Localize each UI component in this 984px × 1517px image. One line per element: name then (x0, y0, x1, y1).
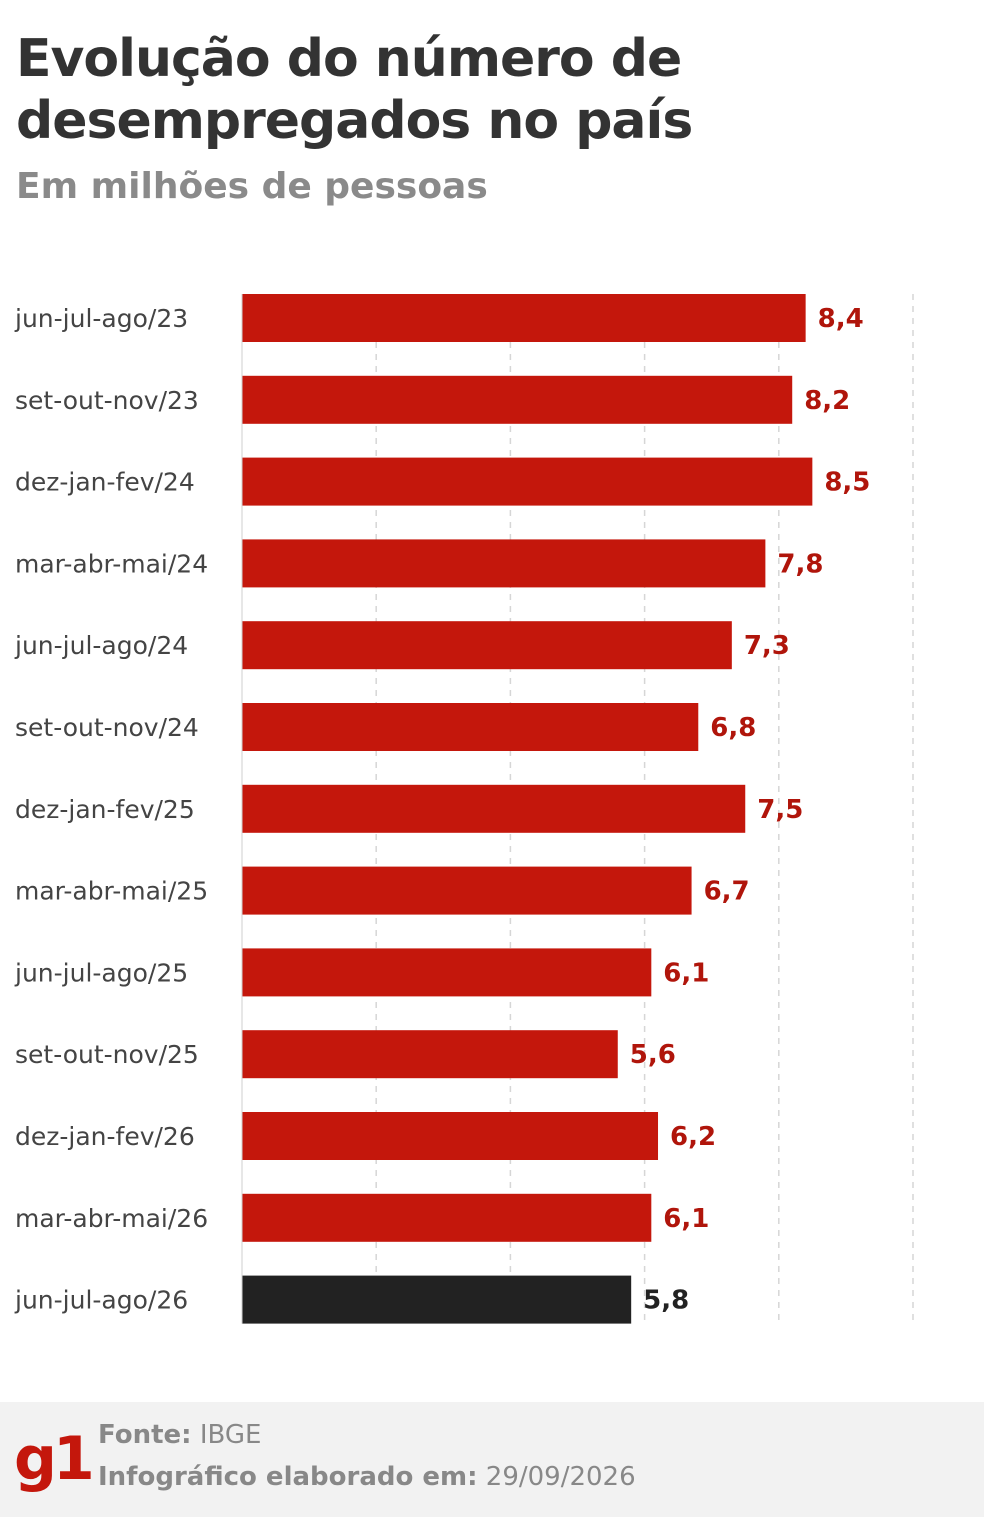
bar (242, 1030, 618, 1079)
category-label: jun-jul-ago/25 (14, 958, 188, 987)
g1-logo: g1 (14, 1424, 95, 1494)
category-label: jun-jul-ago/26 (14, 1286, 188, 1315)
category-label: mar-abr-mai/24 (15, 549, 208, 578)
value-label: 7,3 (744, 631, 790, 661)
value-label: 8,4 (818, 304, 864, 334)
bar (242, 375, 793, 424)
date-line: Infográfico elaborado em: 29/09/2026 (98, 1462, 636, 1492)
value-label: 7,5 (757, 795, 803, 825)
value-label: 7,8 (777, 549, 823, 579)
category-label: set-out-nov/23 (15, 386, 199, 415)
value-label: 5,6 (630, 1040, 676, 1070)
value-label: 6,2 (670, 1122, 716, 1152)
category-label: set-out-nov/25 (15, 1040, 199, 1069)
bar (242, 866, 692, 915)
bar (242, 948, 652, 997)
value-label: 8,5 (824, 468, 870, 498)
bar (242, 784, 746, 833)
bar (242, 621, 732, 670)
value-label: 6,1 (663, 958, 709, 988)
value-label: 6,1 (663, 1204, 709, 1234)
category-label: dez-jan-fev/24 (15, 468, 195, 497)
date-value: 29/09/2026 (485, 1462, 636, 1492)
bar (242, 1112, 659, 1160)
bar (242, 1193, 652, 1242)
bar (242, 539, 766, 588)
category-label: jun-jul-ago/23 (14, 304, 188, 333)
chart-subtitle: Em milhões de pessoas (16, 166, 488, 207)
bar-chart: jun-jul-ago/23 8,4 set-out-nov/23 8,2 dez-ja… (14, 294, 914, 1324)
chart-title: Evolução do número de desempregados no p… (16, 28, 693, 152)
bar (242, 1275, 632, 1324)
source-line: Fonte: IBGE (98, 1420, 261, 1450)
bar (242, 703, 699, 751)
category-label: dez-jan-fev/26 (15, 1122, 195, 1151)
bar (242, 294, 806, 342)
bar (242, 457, 813, 506)
value-label: 8,2 (804, 386, 850, 416)
category-label: set-out-nov/24 (15, 713, 199, 742)
category-label: mar-abr-mai/25 (15, 877, 208, 906)
value-label: 6,7 (704, 877, 750, 907)
value-label: 5,8 (643, 1286, 689, 1316)
source-label: Fonte: (98, 1420, 192, 1450)
date-label: Infográfico elaborado em: (98, 1462, 478, 1492)
source-value: IBGE (199, 1420, 262, 1450)
title-line-1: Evolução do número de (16, 29, 682, 89)
category-label: mar-abr-mai/26 (15, 1204, 208, 1233)
category-label: dez-jan-fev/25 (15, 795, 195, 824)
value-label: 6,8 (710, 713, 756, 743)
footer: g1 Fonte: IBGE Infográfico elaborado em:… (0, 1402, 984, 1517)
category-label: jun-jul-ago/24 (14, 631, 188, 660)
title-line-2: desempregados no país (16, 91, 693, 151)
